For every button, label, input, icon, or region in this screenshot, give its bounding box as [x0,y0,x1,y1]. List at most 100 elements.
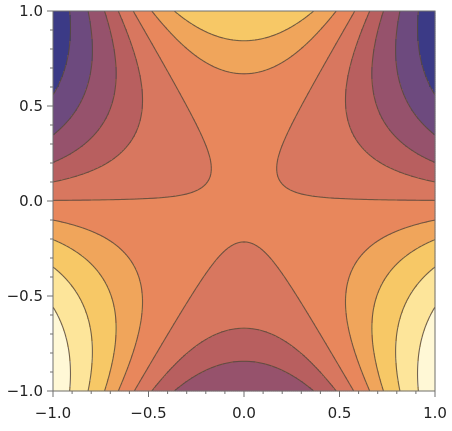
contour-cell [263,23,266,26]
contour-cell [399,11,402,14]
contour-cell [381,17,384,20]
contour-cell [415,25,418,28]
contour-cell [265,29,268,32]
contour-cell [267,25,270,28]
contour-cell [85,13,88,16]
contour-cell [115,13,118,16]
contour-cell [315,29,318,32]
contour-cell [97,31,100,34]
contour-cell [131,31,134,34]
contour-cell [257,21,260,24]
contour-cell [235,31,238,34]
contour-cell [215,31,218,34]
contour-cell [259,13,262,16]
contour-cell [357,13,360,16]
contour-cell [57,23,60,26]
contour-cell [347,17,350,20]
contour-cell [197,15,200,18]
contour-cell [103,17,106,20]
contour-cell [285,11,288,14]
contour-cell [387,13,390,16]
contour-cell [171,13,174,16]
contour-cell [363,21,366,24]
contour-cell [375,23,378,26]
contour-cell [133,17,136,20]
contour-cell [261,19,264,22]
contour-cell [109,11,112,14]
contour-cell [335,23,338,26]
contour-cell [67,11,70,14]
contour-cell [139,19,142,22]
contour-cell [101,27,104,30]
contour-cell [149,27,152,30]
contour-cell [127,21,130,24]
contour-cell [387,15,390,18]
contour-cell [187,11,190,14]
contour-cell [269,11,272,14]
contour-cell [65,19,68,22]
contour-cell [401,23,404,26]
contour-cell [325,25,328,28]
contour-cell [227,11,230,14]
contour-cell [383,25,386,28]
contour-cell [355,13,358,16]
contour-cell [93,21,96,24]
contour-cell [135,27,138,30]
contour-cell [291,15,294,18]
contour-cell [165,29,168,32]
contour-cell [125,17,128,20]
contour-cell [263,11,266,14]
contour-cell [281,13,284,16]
contour-cell [127,27,130,30]
contour-cell [135,31,138,34]
contour-cell [289,11,292,14]
contour-cell [359,29,362,32]
contour-cell [229,25,232,28]
contour-cell [155,17,158,20]
contour-cell [55,17,58,20]
contour-cell [227,25,230,28]
contour-cell [291,11,294,14]
contour-cell [87,15,90,18]
contour-cell [363,27,366,30]
contour-cell [313,13,316,16]
contour-cell [61,27,64,30]
contour-cell [395,21,398,24]
contour-cell [345,29,348,32]
contour-cell [407,13,410,16]
contour-cell [373,25,376,28]
contour-cell [245,11,248,14]
contour-cell [283,17,286,20]
contour-cell [155,27,158,30]
contour-cell [277,29,280,32]
contour-cell [197,17,200,20]
contour-cell [179,29,182,32]
contour-cell [259,21,262,24]
contour-cell [327,27,330,30]
contour-cell [159,13,162,16]
contour-cell [85,25,88,28]
contour-cell [79,21,82,24]
contour-cell [163,15,166,18]
contour-cell [167,11,170,14]
contour-cell [221,13,224,16]
contour-cell [427,25,430,28]
contour-cell [427,13,430,16]
contour-cell [165,31,168,34]
contour-cell [53,11,56,14]
contour-cell [213,23,216,26]
contour-cell [73,29,76,32]
contour-cell [67,21,70,24]
contour-cell [189,17,192,20]
contour-cell [203,11,206,14]
contour-cell [57,25,60,28]
contour-cell [241,25,244,28]
contour-cell [107,25,110,28]
contour-cell [61,29,64,32]
contour-cell [341,23,344,26]
contour-cell [79,19,82,22]
contour-cell [173,23,176,26]
contour-cell [177,25,180,28]
contour-cell [239,21,242,24]
